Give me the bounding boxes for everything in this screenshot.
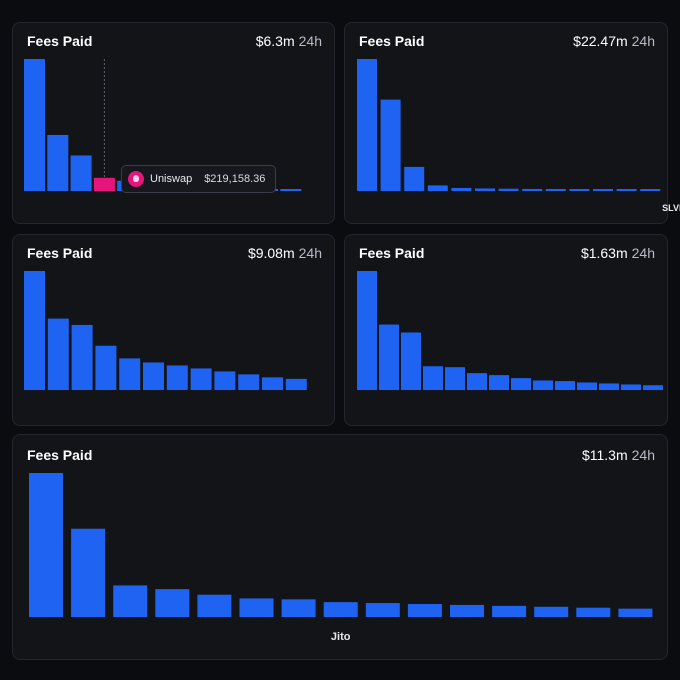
bar[interactable] (29, 473, 63, 617)
bar[interactable] (190, 368, 212, 390)
bar[interactable] (534, 606, 569, 617)
bar[interactable] (166, 365, 188, 390)
panel-total: $1.63m 24h (581, 245, 655, 261)
bar[interactable] (492, 605, 527, 617)
bar[interactable] (593, 189, 613, 191)
bar[interactable] (577, 382, 597, 390)
fees-chart-5[interactable]: Jito (13, 435, 669, 661)
bar[interactable] (323, 602, 358, 617)
bar[interactable] (280, 189, 302, 191)
fees-chart-3[interactable] (13, 235, 336, 427)
bar[interactable] (113, 585, 148, 617)
panel-title: Fees Paid (27, 447, 93, 463)
bar[interactable] (47, 318, 69, 390)
period-label: 24h (631, 245, 655, 261)
panel-total: $9.08m 24h (248, 245, 322, 261)
bar[interactable] (357, 59, 377, 191)
fees-chart-4[interactable] (345, 235, 669, 427)
bar[interactable] (24, 271, 45, 390)
period-label: 24h (631, 447, 655, 463)
fees-chart-2[interactable]: SLVR (345, 23, 680, 225)
bar[interactable] (285, 378, 307, 390)
bar[interactable] (450, 604, 484, 617)
bar[interactable] (357, 271, 377, 390)
bar[interactable] (70, 155, 92, 191)
fees-panel-5: Fees Paid $11.3m 24h Jito (12, 434, 668, 660)
total-value: $1.63m (580, 245, 628, 261)
panel-total: $6.3m 24h (256, 33, 322, 49)
bar[interactable] (262, 377, 283, 390)
bar[interactable] (380, 99, 401, 191)
total-value: $9.08m (247, 245, 295, 261)
bar[interactable] (239, 598, 274, 617)
bar[interactable] (475, 188, 495, 191)
bar[interactable] (569, 189, 590, 191)
bar[interactable] (404, 166, 425, 191)
bar[interactable] (498, 188, 519, 191)
bar[interactable] (616, 189, 637, 191)
tick-label: Jito (331, 631, 351, 643)
panel-title: Fees Paid (359, 33, 425, 49)
bar[interactable] (545, 189, 566, 191)
bar[interactable] (365, 603, 400, 617)
period-label: 24h (631, 33, 655, 49)
panel-total: $22.47m 24h (573, 33, 655, 49)
panel-total: $11.3m 24h (582, 447, 655, 463)
bar[interactable] (643, 385, 663, 390)
bar[interactable] (71, 528, 106, 617)
tick-label: SLVR (662, 203, 680, 213)
fees-chart-1[interactable] (13, 23, 336, 225)
bar[interactable] (93, 177, 115, 191)
bar[interactable] (522, 188, 543, 191)
panel-title: Fees Paid (359, 245, 425, 261)
bar[interactable] (451, 187, 472, 191)
bar[interactable] (621, 384, 641, 390)
bar[interactable] (407, 603, 442, 617)
bar[interactable] (401, 332, 421, 390)
bar[interactable] (555, 381, 575, 390)
fees-panel-3: Fees Paid $9.08m 24h (12, 234, 335, 426)
bar[interactable] (197, 594, 232, 617)
tooltip-value: $219,158.36 (204, 173, 266, 185)
panel-title: Fees Paid (27, 33, 93, 49)
bar[interactable] (618, 608, 653, 617)
bar[interactable] (281, 599, 316, 617)
bar[interactable] (640, 189, 661, 191)
period-label: 24h (298, 245, 322, 261)
bar[interactable] (47, 134, 69, 191)
bar[interactable] (155, 589, 190, 617)
total-value: $22.47m (573, 33, 628, 49)
fees-panel-4: Fees Paid $1.63m 24h (344, 234, 668, 426)
bar[interactable] (467, 373, 487, 390)
bar[interactable] (24, 59, 45, 191)
panel-title: Fees Paid (27, 245, 93, 261)
bar[interactable] (533, 380, 553, 390)
period-label: 24h (298, 33, 322, 49)
bar[interactable] (379, 324, 399, 390)
bar[interactable] (427, 185, 448, 191)
bar[interactable] (489, 375, 509, 390)
bar[interactable] (511, 378, 531, 390)
bar[interactable] (423, 366, 443, 390)
total-value: $11.3m (581, 447, 628, 463)
bar[interactable] (445, 367, 465, 390)
total-value: $6.3m (255, 33, 295, 49)
bar[interactable] (599, 383, 619, 390)
uniswap-icon (128, 171, 144, 187)
bar[interactable] (214, 371, 236, 390)
bar[interactable] (95, 345, 117, 390)
bar[interactable] (143, 362, 164, 390)
fees-panel-1: Fees Paid $6.3m 24h Uniswap $219,158.36 (12, 22, 335, 224)
bar[interactable] (576, 607, 611, 617)
bar[interactable] (71, 324, 93, 390)
tooltip-name: Uniswap (150, 173, 193, 185)
bar[interactable] (238, 374, 260, 390)
bar[interactable] (119, 358, 141, 390)
bar-tooltip: Uniswap $219,158.36 (121, 165, 277, 193)
